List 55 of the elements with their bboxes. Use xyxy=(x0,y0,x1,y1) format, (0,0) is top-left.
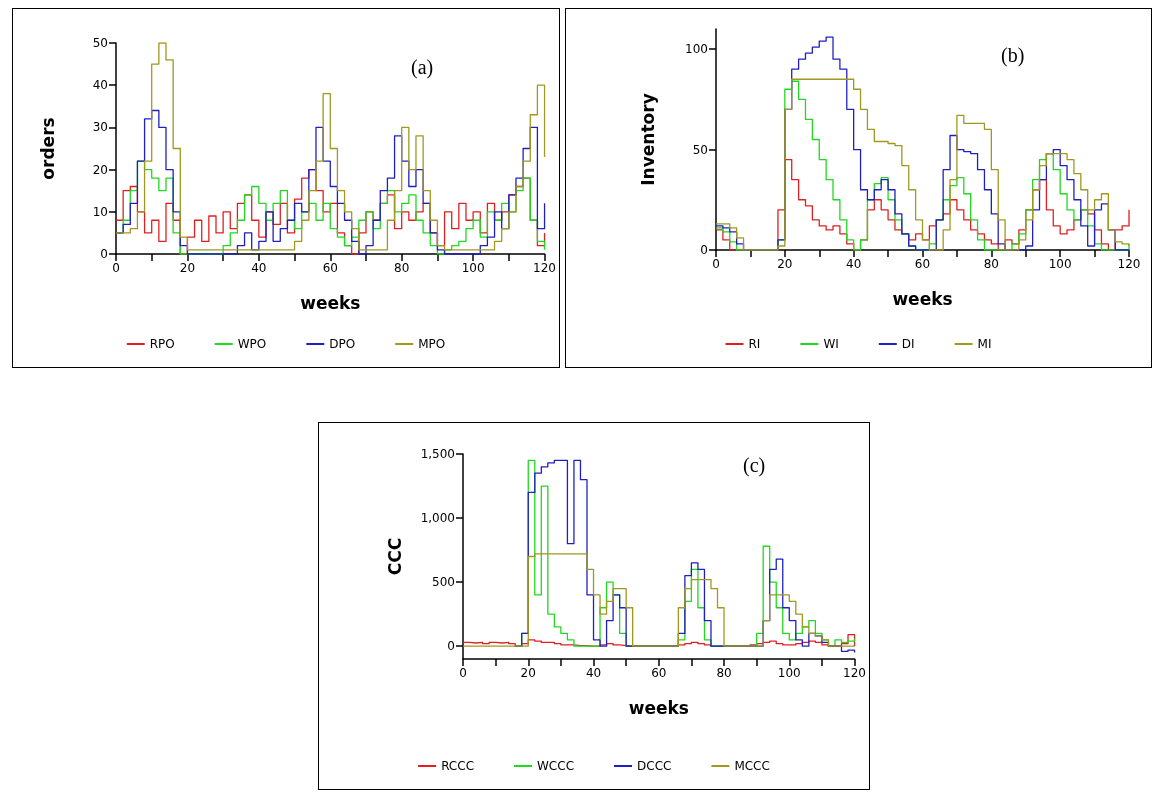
y-tick-label: 50 xyxy=(92,36,108,50)
x-tick-label: 80 xyxy=(983,257,999,271)
y-tick-label: 30 xyxy=(92,120,108,135)
legend-label: WI xyxy=(823,337,839,351)
legend-label: WPO xyxy=(237,337,267,351)
x-axis-title: weeks xyxy=(628,697,689,718)
y-tick-label: 40 xyxy=(92,78,108,93)
x-tick-label: 40 xyxy=(585,666,602,680)
x-tick-label: 20 xyxy=(179,261,196,275)
x-tick-label: 60 xyxy=(914,257,931,271)
x-tick-label: 120 xyxy=(533,261,556,275)
x-tick-label: 120 xyxy=(1117,257,1141,271)
y-axis-title: CCC xyxy=(384,537,405,576)
y-tick-label: 0 xyxy=(100,247,108,261)
annotation: (c) xyxy=(743,454,766,477)
legend-label: RCCC xyxy=(441,759,475,773)
y-tick-label: 20 xyxy=(92,162,108,177)
x-tick-label: 0 xyxy=(112,261,120,275)
x-tick-label: 0 xyxy=(459,666,467,680)
x-tick-label: 120 xyxy=(843,666,866,680)
x-tick-label: 80 xyxy=(394,261,410,275)
y-tick-label: 100 xyxy=(685,42,708,57)
y-axis-title: orders xyxy=(37,117,58,180)
legend-label: MCCC xyxy=(734,759,770,773)
y-tick-label: 0 xyxy=(700,243,708,257)
y-tick-label: 500 xyxy=(432,575,455,590)
x-tick-label: 20 xyxy=(520,666,536,680)
x-tick-label: 100 xyxy=(777,666,801,680)
legend-label: DI xyxy=(901,337,915,351)
x-tick-label: 100 xyxy=(1048,257,1072,271)
y-tick-label: 0 xyxy=(447,639,455,654)
legend-label: DPO xyxy=(329,337,356,351)
x-tick-label: 20 xyxy=(777,257,793,271)
legend-label: MI xyxy=(977,337,992,351)
x-axis-title: weeks xyxy=(300,292,361,313)
x-tick-label: 40 xyxy=(846,257,862,271)
annotation: (a) xyxy=(411,56,434,79)
x-tick-label: 40 xyxy=(251,261,267,275)
y-tick-label: 50 xyxy=(692,142,708,157)
annotation: (b) xyxy=(1001,44,1025,67)
legend-label: WCCC xyxy=(537,759,575,773)
legend-label: MPO xyxy=(418,337,446,351)
legend-label: RPO xyxy=(149,337,175,351)
x-tick-label: 100 xyxy=(461,261,485,275)
x-tick-label: 0 xyxy=(712,257,720,271)
legend-label: RI xyxy=(748,337,761,351)
x-tick-label: 80 xyxy=(716,666,732,680)
y-axis-title: Inventory xyxy=(637,93,658,186)
legend-label: DCCC xyxy=(637,759,672,773)
y-tick-label: 1,000 xyxy=(420,511,455,526)
x-tick-label: 60 xyxy=(651,666,667,680)
x-tick-label: 60 xyxy=(322,261,338,275)
y-tick-label: 10 xyxy=(92,204,108,219)
y-tick-label: 1,500 xyxy=(420,447,455,461)
x-axis-title: weeks xyxy=(892,288,953,309)
